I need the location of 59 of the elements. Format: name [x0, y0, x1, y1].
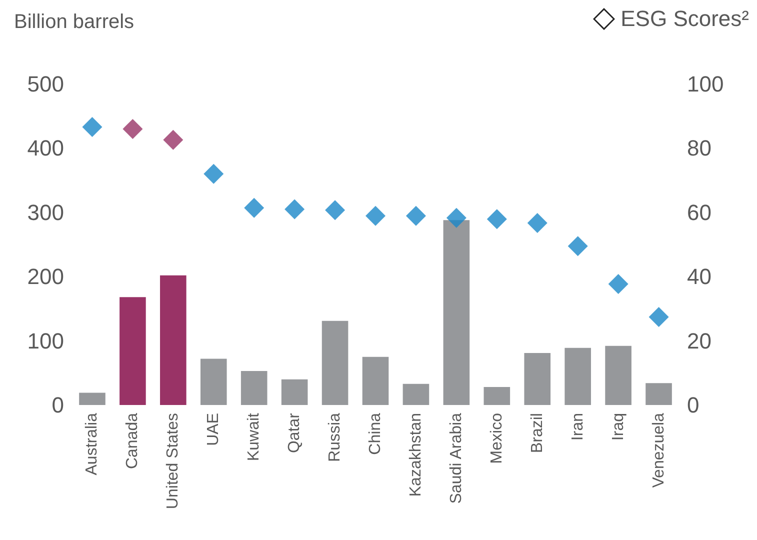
x-tick-label: Kazakhstan	[407, 413, 424, 497]
bar	[484, 387, 510, 405]
bar	[564, 348, 591, 405]
point	[122, 118, 143, 139]
point	[204, 164, 224, 184]
point	[527, 212, 548, 233]
bar	[240, 370, 268, 405]
x-tick-label: Canada	[124, 412, 142, 470]
bar	[281, 379, 308, 405]
y-tick-label: 100	[27, 328, 64, 354]
y2-tick-label: 80	[687, 136, 712, 161]
y-tick-label: 200	[27, 264, 64, 290]
point	[82, 117, 102, 138]
y2-tick-label: 40	[687, 264, 712, 290]
point	[406, 206, 426, 226]
x-tick-label: Venezuela	[650, 412, 668, 488]
point	[163, 130, 184, 150]
point	[284, 199, 305, 220]
y2-tick-label: 60	[687, 200, 712, 225]
x-tick-label: United States	[164, 413, 182, 510]
x-tick-label: Russia	[326, 412, 344, 462]
x-tick-label: Australia	[84, 412, 101, 476]
point	[446, 208, 466, 228]
bar	[524, 353, 551, 405]
point	[648, 307, 669, 328]
bar	[200, 358, 227, 405]
point	[486, 209, 507, 230]
y-tick-label: 0	[52, 392, 64, 418]
point	[568, 236, 588, 256]
bar	[120, 297, 146, 405]
x-tick-label: Iraq	[610, 413, 627, 441]
point	[325, 200, 346, 220]
x-tick-label: Brazil	[528, 413, 546, 454]
y-tick-label: 300	[27, 200, 64, 225]
point	[608, 274, 628, 294]
y2-tick-label: 0	[687, 392, 700, 418]
bar	[605, 346, 632, 405]
bar	[79, 392, 106, 405]
point	[244, 198, 264, 218]
bar	[322, 320, 348, 405]
y-axis-title: Billion barrels	[14, 11, 134, 33]
x-tick-label: Qatar	[286, 412, 304, 454]
y-tick-label: 400	[27, 136, 64, 161]
point	[366, 206, 386, 226]
y2-tick-label: 20	[687, 328, 712, 354]
x-tick-label: Mexico	[488, 412, 506, 464]
text: ESG Scores²	[620, 6, 749, 32]
x-tick-label: UAE	[205, 413, 222, 446]
x-tick-label: Kuwait	[246, 412, 263, 462]
y-tick-label: 500	[27, 72, 64, 96]
bar	[402, 384, 430, 405]
y2-tick-label: 100	[687, 72, 724, 96]
bar	[443, 220, 470, 405]
x-tick-label: Saudi Arabia	[448, 412, 465, 504]
x-tick-label: Iran	[569, 413, 586, 441]
bar	[362, 356, 389, 405]
bar	[646, 383, 672, 405]
x-tick-label: China	[367, 412, 384, 455]
bar	[160, 275, 186, 405]
